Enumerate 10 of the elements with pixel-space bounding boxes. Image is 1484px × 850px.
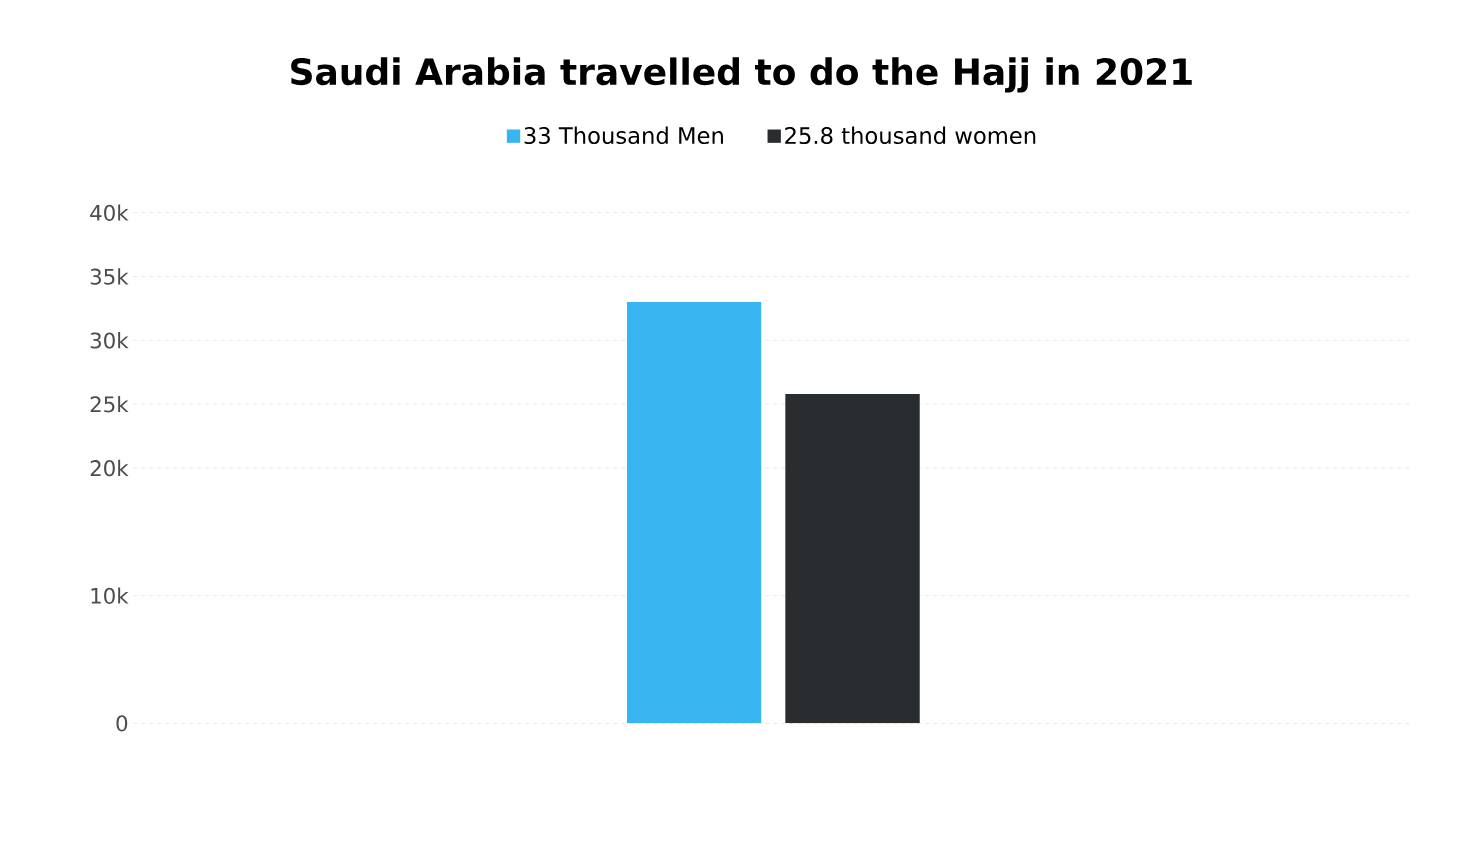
y-tick-label: 20k <box>90 459 129 477</box>
y-tick-label: 35k <box>90 268 129 285</box>
legend-label: 25.8 thousand women <box>785 126 1036 145</box>
y-tick-label: 30k <box>90 332 129 349</box>
y-tick-label: 40k <box>90 204 129 221</box>
y-tick-label: 0 <box>116 715 128 732</box>
y-tick-label: 10k <box>91 587 129 604</box>
legend-label: 33 Thousand Men <box>524 126 723 145</box>
chart-title: Saudi Arabia travelled to do the Hajj in 2021 <box>291 57 1192 93</box>
y-tick-label: 25k <box>90 395 129 413</box>
